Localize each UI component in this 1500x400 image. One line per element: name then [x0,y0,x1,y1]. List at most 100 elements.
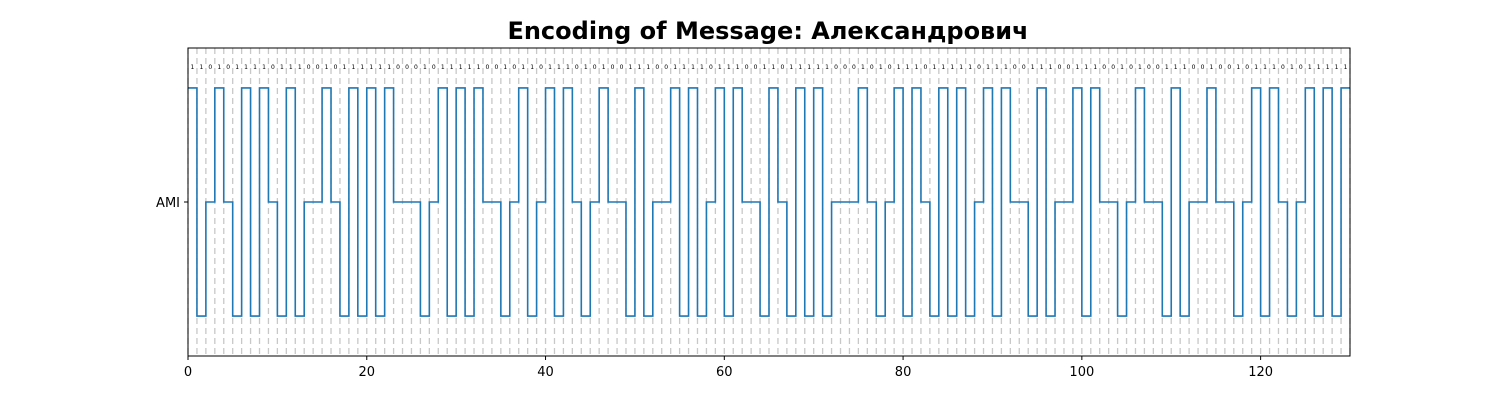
bit-label: 1 [879,64,883,71]
bit-label: 0 [575,64,579,71]
bit-label: 1 [700,64,704,71]
bit-label: 1 [1120,64,1124,71]
x-tick-label: 20 [358,365,375,380]
x-tick-label: 0 [184,365,192,380]
bit-label: 1 [1308,64,1312,71]
bit-label: 1 [280,64,284,71]
bit-label: 1 [521,64,525,71]
bit-label: 0 [611,64,615,71]
bit-label: 1 [459,64,463,71]
bit-label: 0 [745,64,749,71]
bit-label: 1 [378,64,382,71]
bit-label: 1 [360,64,364,71]
bit-label: 1 [1075,64,1079,71]
bit-label: 1 [235,64,239,71]
bit-label: 1 [789,64,793,71]
bit-label: 1 [191,64,195,71]
bit-label: 0 [316,64,320,71]
bit-label: 1 [986,64,990,71]
bit-label: 1 [646,64,650,71]
bit-label: 1 [441,64,445,71]
bit-label: 1 [1165,64,1169,71]
bit-label: 0 [1111,64,1115,71]
bit-label: 1 [450,64,454,71]
bit-label: 1 [906,64,910,71]
bit-label: 1 [477,64,481,71]
bit-label: 1 [557,64,561,71]
bit-label: 1 [861,64,865,71]
bit-label: 1 [1326,64,1330,71]
bit-label: 1 [530,64,534,71]
bit-label: 1 [289,64,293,71]
bit-label: 0 [1022,64,1026,71]
bit-label: 0 [1058,64,1062,71]
bit-label: 0 [1218,64,1222,71]
x-tick-label: 40 [537,365,554,380]
bit-label: 0 [1299,64,1303,71]
bit-label: 0 [1129,64,1133,71]
y-tick-label: AMI [156,196,180,211]
bit-label: 1 [468,64,472,71]
bit-label: 1 [1263,64,1267,71]
bit-label: 1 [1317,64,1321,71]
bit-label: 0 [494,64,498,71]
bit-label: 1 [1183,64,1187,71]
bit-label: 0 [1227,64,1231,71]
bit-label: 1 [1344,64,1348,71]
bit-label: 0 [486,64,490,71]
bit-label: 1 [602,64,606,71]
bit-label: 1 [772,64,776,71]
bit-label: 0 [1245,64,1249,71]
bit-label: 1 [950,64,954,71]
bit-label: 0 [843,64,847,71]
bit-label: 1 [325,64,329,71]
bit-label: 0 [834,64,838,71]
bit-label: 0 [396,64,400,71]
y-axis-ticks: AMI [156,196,188,211]
bit-label: 1 [897,64,901,71]
bit-label: 0 [709,64,713,71]
bit-label: 1 [629,64,633,71]
x-tick-label: 60 [716,365,733,380]
bit-label: 1 [387,64,391,71]
bit-label: 1 [968,64,972,71]
bit-label: 0 [271,64,275,71]
bit-label: 1 [351,64,355,71]
bit-label: 1 [637,64,641,71]
bit-label: 0 [664,64,668,71]
bit-label: 1 [244,64,248,71]
bit-label: 1 [1040,64,1044,71]
bit-label: 1 [718,64,722,71]
bit-label: 1 [503,64,507,71]
bit-label: 1 [959,64,963,71]
bit-label: 1 [253,64,257,71]
bit-label: 0 [405,64,409,71]
bit-label: 0 [208,64,212,71]
bit-label: 1 [915,64,919,71]
bit-label: 0 [754,64,758,71]
bit-label: 1 [1272,64,1276,71]
bit-label: 1 [1254,64,1258,71]
x-tick-label: 80 [895,365,912,380]
bit-label: 0 [780,64,784,71]
bit-label: 1 [369,64,373,71]
bit-label: 1 [736,64,740,71]
bit-label: 1 [423,64,427,71]
bit-label: 1 [217,64,221,71]
bit-label: 0 [432,64,436,71]
bit-label: 1 [1290,64,1294,71]
bit-label: 1 [1004,64,1008,71]
bit-label: 1 [1174,64,1178,71]
bit-label: 0 [870,64,874,71]
bit-label: 0 [620,64,624,71]
bit-label: 1 [1138,64,1142,71]
bit-label: 0 [655,64,659,71]
bit-label: 0 [307,64,311,71]
x-axis-ticks: 0 20 40 60 80 100 120 [184,356,1273,380]
bit-label: 1 [682,64,686,71]
bit-label: 1 [1236,64,1240,71]
bit-label: 0 [1156,64,1160,71]
bit-label: 0 [852,64,856,71]
